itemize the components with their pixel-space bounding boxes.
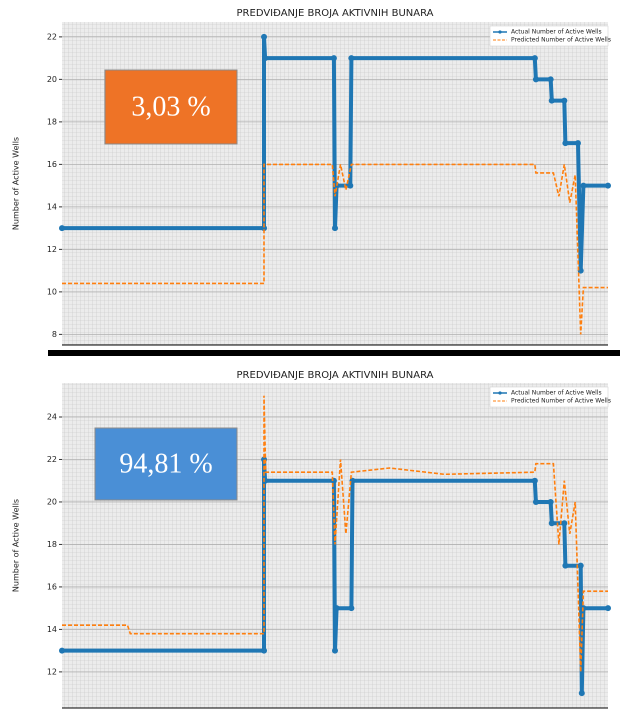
marker [547,76,554,83]
marker [332,225,338,232]
y-tick-label: 16 [47,160,57,169]
y-tick-label: 12 [47,245,57,254]
y-tick-label: 10 [47,287,57,296]
marker [348,55,355,62]
y-tick-label: 8 [52,330,57,339]
marker [578,690,585,697]
y-tick-label: 16 [47,582,57,591]
series-line [62,395,608,672]
y-tick-label: 14 [47,625,57,634]
y-tick-label: 14 [47,202,57,211]
marker [348,605,355,612]
marker [59,647,65,654]
y-tick-label: 22 [47,455,57,464]
annotation-text: 94,81 % [119,448,212,479]
marker [547,498,554,505]
chart-title: PREDVIĐANJE BROJA AKTIVNIH BUNARA [237,370,434,381]
marker [262,55,269,62]
marker [561,520,568,527]
marker [548,97,555,104]
y-tick-label: 18 [47,540,57,549]
marker [262,477,269,484]
marker [532,76,539,83]
legend-label: Actual Number of Active Wells [511,29,602,36]
marker [261,225,268,232]
marker [531,477,538,484]
series-line [62,163,608,335]
y-axis-label: Number of Active Wells [12,137,21,230]
marker [261,647,268,654]
marker [330,55,337,62]
y-tick-label: 18 [47,117,57,126]
marker [59,225,65,232]
marker [562,140,569,147]
marker [561,97,568,104]
marker [605,182,611,189]
y-tick-label: 22 [47,32,57,41]
marker [531,55,538,62]
separator [48,350,620,356]
legend-marker [498,30,502,34]
legend-label: Predicted Number of Active Wells [511,37,611,44]
annotation-text: 3,03 % [131,91,210,122]
y-tick-label: 20 [47,75,57,84]
marker [332,647,338,654]
marker [532,498,539,505]
annotation-box [104,69,238,145]
marker [261,33,268,40]
marker [574,140,581,147]
marker [605,605,611,612]
y-tick-label: 20 [47,497,57,506]
chart-title: PREDVIĐANJE BROJA AKTIVNIH BUNARA [237,8,434,19]
legend-label: Predicted Number of Active Wells [511,398,611,405]
marker [548,520,555,527]
legend-label: Actual Number of Active Wells [511,390,602,397]
marker [580,182,587,189]
marker [562,562,569,569]
marker [347,182,354,189]
annotation-box [94,427,238,501]
legend-marker [498,391,502,395]
legend-box [489,25,609,47]
y-axis-label: Number of Active Wells [12,499,21,592]
legend-box [489,386,609,408]
y-tick-label: 24 [47,412,57,421]
marker [333,605,340,612]
marker [577,562,584,569]
y-tick-label: 12 [47,667,57,676]
